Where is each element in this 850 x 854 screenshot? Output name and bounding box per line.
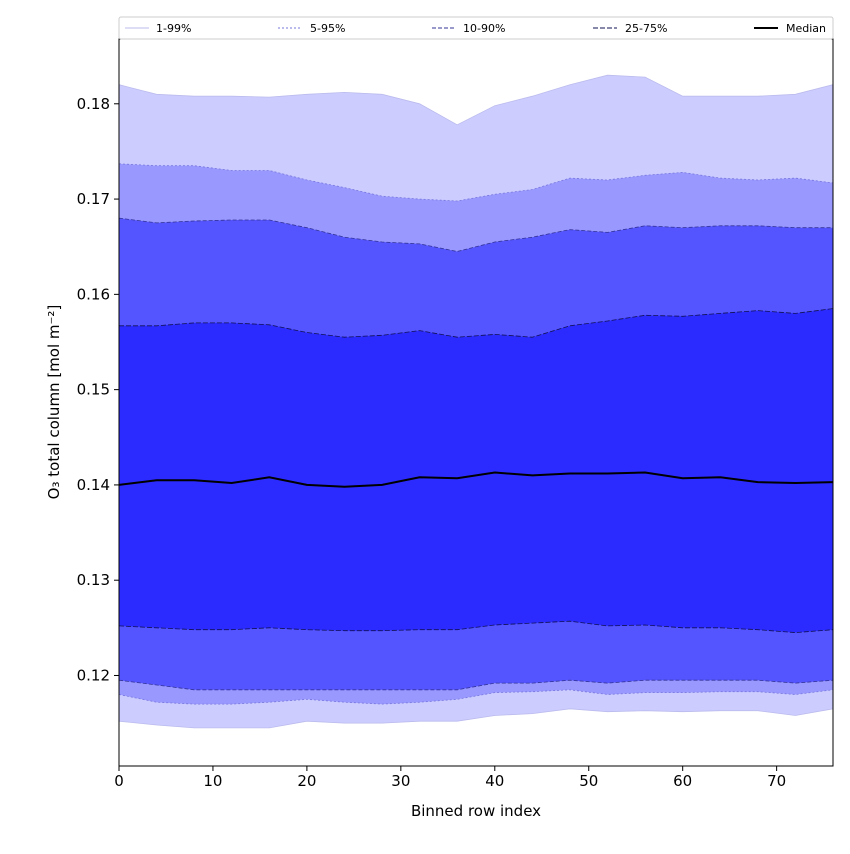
x-tick-label: 40 (485, 772, 504, 790)
y-tick-label: 0.13 (77, 571, 110, 589)
legend: 1-99% 5-95% 10-90% 25-75% Median (118, 16, 834, 40)
x-tick-label: 20 (297, 772, 316, 790)
y-tick-label: 0.12 (77, 666, 110, 684)
bands-layer (118, 74, 834, 729)
x-tick-label: 10 (203, 772, 222, 790)
band-upper-line-25-75- (119, 308, 834, 338)
y-tick-label: 0.14 (77, 476, 110, 494)
axis-ticks: 0 10 20 30 40 50 60 70 0.12 0.13 0.14 0.15 0.16 0.17 0… (77, 95, 787, 790)
band-lower-line-1-99- (118, 708, 834, 729)
x-tick-label: 30 (391, 772, 410, 790)
legend-label-5-95-: 5-95% (310, 22, 345, 35)
x-axis-label: Binned row index (411, 802, 541, 820)
x-tick-label: 50 (579, 772, 598, 790)
band-lower-line-25-75- (118, 620, 834, 634)
band-upper-line-10-90- (118, 217, 833, 252)
band-lower-line-10-90- (118, 679, 834, 691)
x-tick-label: 60 (673, 772, 692, 790)
y-tick-label: 0.18 (77, 95, 110, 113)
legend-label-1-99-: 1-99% (156, 22, 191, 35)
legend-label-25-75-: 25-75% (625, 22, 667, 35)
x-tick-label: 0 (114, 772, 124, 790)
x-tick-label: 70 (767, 772, 786, 790)
band-lower-line-5-95- (118, 689, 834, 705)
y-tick-label: 0.17 (77, 190, 110, 208)
y-tick-label: 0.16 (77, 285, 110, 303)
legend-label-10-90-: 10-90% (463, 22, 505, 35)
legend-box (118, 16, 834, 40)
legend-label-median: Median (786, 22, 826, 35)
line-median (118, 471, 834, 488)
y-axis-label: O₃ total column [mol m⁻²] (45, 305, 63, 500)
band-upper-line-1-99- (118, 74, 834, 126)
band-25-75- (119, 308, 833, 633)
band-upper-line-5-95- (118, 163, 834, 202)
y-tick-label: 0.15 (77, 381, 110, 399)
